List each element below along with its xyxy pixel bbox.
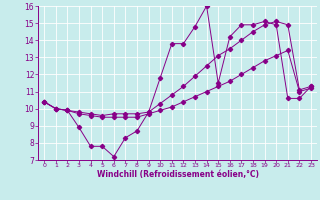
X-axis label: Windchill (Refroidissement éolien,°C): Windchill (Refroidissement éolien,°C): [97, 170, 259, 179]
